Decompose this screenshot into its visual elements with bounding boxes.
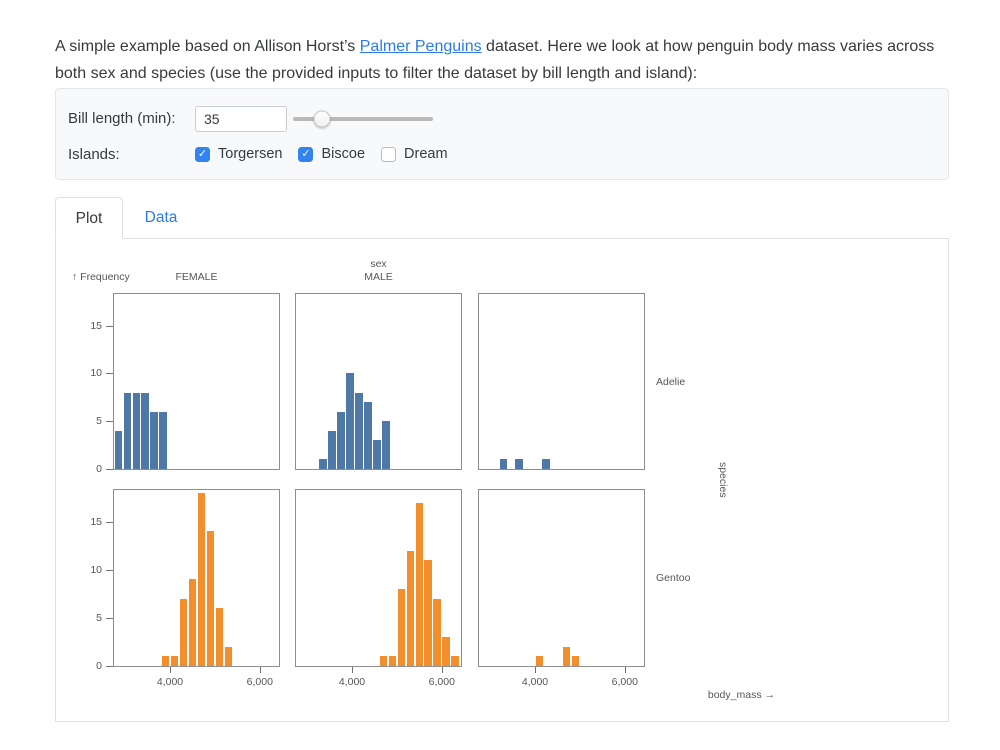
slider-thumb[interactable] <box>313 110 331 128</box>
island-checkbox-label: Biscoe <box>321 146 366 162</box>
intro-text-before: A simple example based on Allison Horst’… <box>55 38 360 55</box>
inputs-panel: Bill length (min): Islands: ✓ Torgersen ✓ B… <box>55 88 949 180</box>
checkbox-checked-icon: ✓ <box>298 146 314 162</box>
tabset: Plot Data <box>55 197 949 722</box>
island-checkbox-dream[interactable]: Dream <box>381 146 448 162</box>
islands-checkbox-group: ✓ Torgersen ✓ Biscoe Dream <box>195 142 448 166</box>
intro-text: A simple example based on Allison Horst’… <box>55 33 951 87</box>
bill-length-slider[interactable] <box>293 106 433 132</box>
palmer-penguins-link[interactable]: Palmer Penguins <box>359 38 482 55</box>
islands-label: Islands: <box>68 146 120 163</box>
slider-track[interactable] <box>293 117 433 121</box>
bill-length-label: Bill length (min): <box>68 110 176 127</box>
island-checkbox-label: Torgersen <box>218 146 283 162</box>
tab-data[interactable]: Data <box>144 209 178 226</box>
tab-plot[interactable]: Plot <box>55 197 123 239</box>
plot-tab-panel <box>55 238 949 722</box>
island-checkbox-label: Dream <box>404 146 448 162</box>
island-checkbox-torgersen[interactable]: ✓ Torgersen <box>195 146 282 162</box>
island-checkbox-biscoe[interactable]: ✓ Biscoe <box>298 146 365 162</box>
intro-text-after: dataset. Here we look at how penguin bod… <box>55 38 935 82</box>
checkbox-unchecked-icon <box>381 146 397 162</box>
bill-length-input[interactable] <box>195 106 287 132</box>
checkbox-checked-icon: ✓ <box>195 146 210 162</box>
